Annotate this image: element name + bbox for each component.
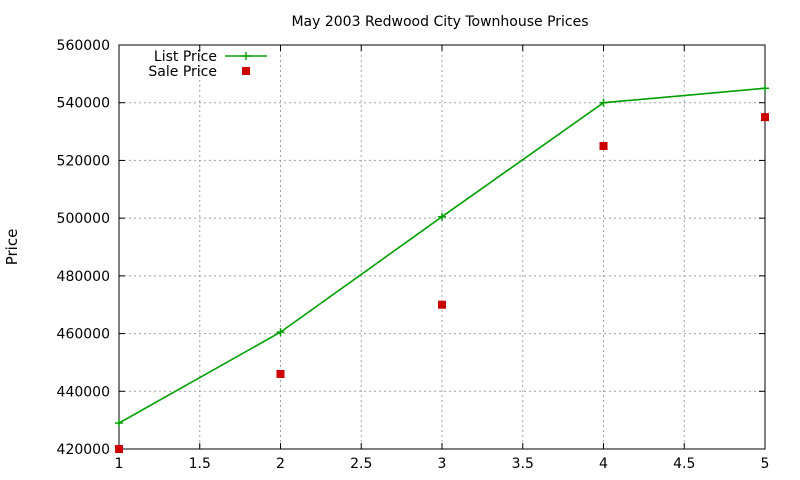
data-point <box>115 445 123 453</box>
y-tick-label: 480000 <box>57 269 110 285</box>
plot-frame <box>118 44 766 450</box>
data-point <box>438 212 446 221</box>
x-tick-label: 3.5 <box>512 456 534 472</box>
series-1 <box>115 113 769 453</box>
square-marker <box>761 113 769 122</box>
y-tick-label: 460000 <box>57 327 110 343</box>
series <box>115 84 769 453</box>
data-point <box>761 84 769 93</box>
axis-ticks: 1 1.5 2 2.5 3 3.5 4 4.5 5 420000 440000 460000 48000… <box>57 38 770 472</box>
data-point <box>761 113 769 122</box>
square-marker <box>276 369 285 378</box>
legend-label: List Price <box>154 49 217 65</box>
x-tick-label: 1 <box>115 456 124 472</box>
square-marker <box>438 300 446 309</box>
x-tick-label: 2.5 <box>350 456 372 472</box>
square-marker <box>599 142 608 150</box>
square-marker <box>115 445 123 453</box>
y-tick-label: 440000 <box>57 384 110 400</box>
y-axis-title: Price <box>3 229 21 266</box>
x-tick-label: 4 <box>599 456 608 472</box>
data-point <box>276 369 285 378</box>
data-point <box>599 98 608 107</box>
x-tick-label: 1.5 <box>189 456 211 472</box>
x-tick-label: 4.5 <box>673 456 695 472</box>
x-tick-label: 2 <box>276 456 285 472</box>
y-tick-label: 540000 <box>57 96 110 112</box>
legend-square <box>242 67 250 75</box>
x-tick-label: 5 <box>761 456 770 472</box>
legend-label: Sale Price <box>148 64 217 80</box>
data-point <box>438 300 446 309</box>
series-0 <box>115 84 769 428</box>
grid <box>119 45 765 449</box>
y-tick-label: 500000 <box>57 211 110 227</box>
data-point <box>115 419 123 428</box>
x-tick-label: 3 <box>438 456 447 472</box>
chart-title: May 2003 Redwood City Townhouse Prices <box>291 14 588 30</box>
data-point <box>599 142 608 150</box>
data-point <box>276 328 285 337</box>
y-tick-label: 560000 <box>57 38 110 54</box>
y-tick-label: 520000 <box>57 153 110 169</box>
y-tick-label: 420000 <box>57 442 110 458</box>
